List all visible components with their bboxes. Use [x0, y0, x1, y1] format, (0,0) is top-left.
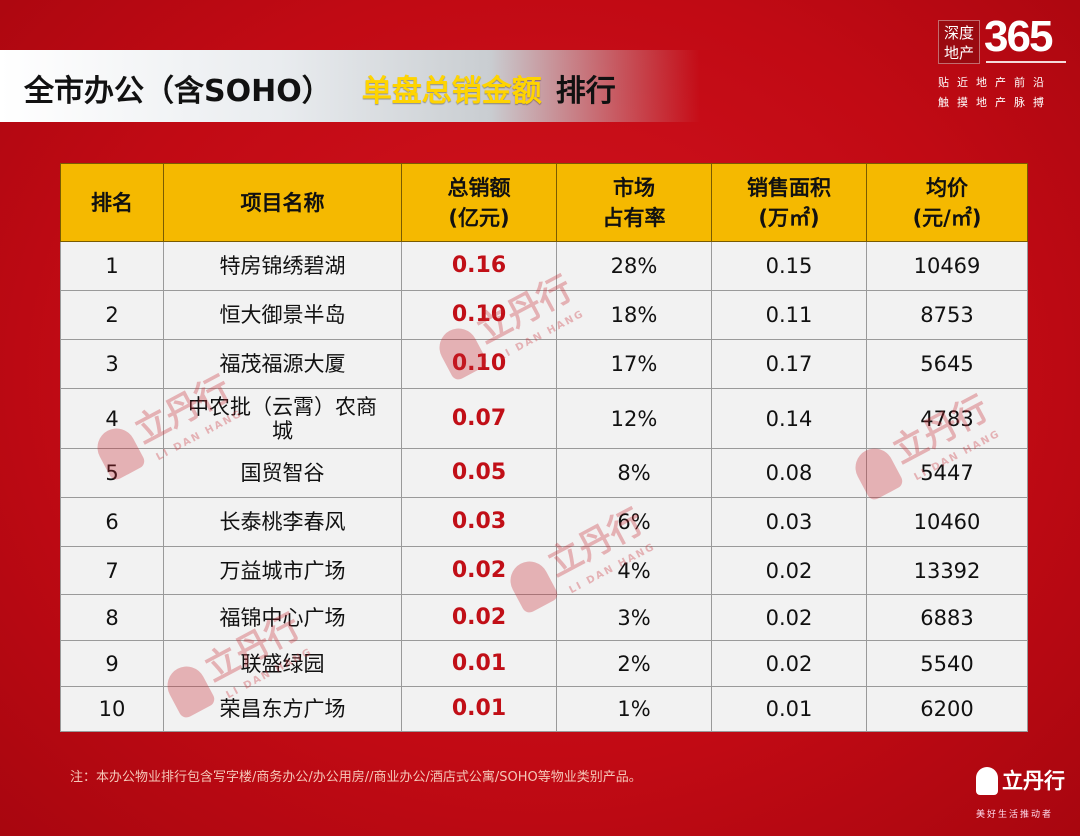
table-row: 4 中农批（云霄）农商城 0.07 12% 0.14 4783	[60, 388, 1028, 449]
cell-amount: 0.02	[401, 594, 557, 641]
cell-rank: 10	[60, 686, 164, 732]
header-project-name: 项目名称	[163, 163, 402, 242]
logo-square-text: 深度地产	[938, 20, 980, 64]
table-row: 10 荣昌东方广场 0.01 1% 0.01 6200	[60, 686, 1028, 732]
table-row: 2 恒大御景半岛 0.10 18% 0.11 8753	[60, 290, 1028, 340]
cell-rank: 7	[60, 546, 164, 595]
table-row: 9 联盛绿园 0.01 2% 0.02 5540	[60, 640, 1028, 687]
cell-amount: 0.02	[401, 546, 557, 595]
cell-amount: 0.03	[401, 497, 557, 547]
cell-rank: 6	[60, 497, 164, 547]
cell-share: 12%	[556, 388, 712, 449]
cell-area: 0.08	[711, 448, 867, 498]
cell-area: 0.14	[711, 388, 867, 449]
logo-slogan-2: 触摸地产脉搏	[938, 96, 1052, 109]
cell-name: 荣昌东方广场	[163, 686, 402, 732]
footnote: 注：本办公物业排行包含写字楼/商务办公/办公用房//商业办公/酒店式公寓/SOH…	[70, 770, 642, 785]
brand-logo: 立丹行 美好生活推动者	[976, 765, 1066, 825]
cell-amount: 0.01	[401, 640, 557, 687]
cell-name: 恒大御景半岛	[163, 290, 402, 340]
cell-amount: 0.10	[401, 290, 557, 340]
cell-price: 8753	[866, 290, 1028, 340]
cell-share: 28%	[556, 241, 712, 291]
cell-name: 福茂福源大厦	[163, 339, 402, 389]
logo-number: 365	[984, 12, 1053, 61]
brand-name: 立丹行	[1002, 769, 1065, 793]
cell-area: 0.17	[711, 339, 867, 389]
table-row: 7 万益城市广场 0.02 4% 0.02 13392	[60, 546, 1028, 595]
cell-price: 5645	[866, 339, 1028, 389]
cell-price: 10469	[866, 241, 1028, 291]
cell-amount: 0.01	[401, 686, 557, 732]
title-part-2: 单盘总销金额	[361, 74, 542, 109]
cell-share: 3%	[556, 594, 712, 641]
cell-amount: 0.16	[401, 241, 557, 291]
cell-price: 13392	[866, 546, 1028, 595]
cell-name: 联盛绿园	[163, 640, 402, 687]
table-row: 1 特房锦绣碧湖 0.16 28% 0.15 10469	[60, 241, 1028, 291]
cell-price: 6883	[866, 594, 1028, 641]
cell-rank: 8	[60, 594, 164, 641]
cell-rank: 4	[60, 388, 164, 449]
cell-share: 1%	[556, 686, 712, 732]
cell-name: 长泰桃李春风	[163, 497, 402, 547]
page-title: 全市办公（含SOHO） 单盘总销金额 排行	[24, 66, 616, 110]
cell-share: 8%	[556, 448, 712, 498]
cell-share: 17%	[556, 339, 712, 389]
logo-365: 深度地产 365 贴近地产前沿 触摸地产脉搏	[934, 12, 1074, 116]
title-part-3: 排行	[555, 74, 616, 109]
table-row: 3 福茂福源大厦 0.10 17% 0.17 5645	[60, 339, 1028, 389]
header-sales-area: 销售面积 (万㎡)	[711, 163, 867, 242]
table-row: 5 国贸智谷 0.05 8% 0.08 5447	[60, 448, 1028, 498]
header-average-price: 均价 (元/㎡)	[866, 163, 1028, 242]
cell-name: 福锦中心广场	[163, 594, 402, 641]
cell-rank: 5	[60, 448, 164, 498]
cell-area: 0.11	[711, 290, 867, 340]
cell-name: 国贸智谷	[163, 448, 402, 498]
cell-price: 10460	[866, 497, 1028, 547]
brand-tagline: 美好生活推动者	[976, 810, 1054, 820]
cell-area: 0.02	[711, 594, 867, 641]
cell-name: 万益城市广场	[163, 546, 402, 595]
cell-share: 6%	[556, 497, 712, 547]
header-rank: 排名	[60, 163, 164, 242]
header-total-sales: 总销额 (亿元)	[401, 163, 557, 242]
cell-name: 中农批（云霄）农商城	[163, 388, 402, 449]
cell-rank: 2	[60, 290, 164, 340]
title-banner	[0, 50, 700, 122]
table-row: 8 福锦中心广场 0.02 3% 0.02 6883	[60, 594, 1028, 641]
cell-rank: 9	[60, 640, 164, 687]
cell-rank: 1	[60, 241, 164, 291]
cell-area: 0.15	[711, 241, 867, 291]
cell-amount: 0.07	[401, 388, 557, 449]
brand-seal-icon	[976, 767, 998, 795]
cell-area: 0.01	[711, 686, 867, 732]
cell-price: 5447	[866, 448, 1028, 498]
cell-area: 0.03	[711, 497, 867, 547]
title-part-1: 全市办公（含SOHO）	[24, 74, 332, 109]
cell-price: 5540	[866, 640, 1028, 687]
cell-price: 6200	[866, 686, 1028, 732]
table-row: 6 长泰桃李春风 0.03 6% 0.03 10460	[60, 497, 1028, 547]
cell-share: 4%	[556, 546, 712, 595]
cell-name: 特房锦绣碧湖	[163, 241, 402, 291]
ranking-table-container: 排名 项目名称 总销额 (亿元) 市场 占有率 销售面积 (万㎡) 均价 (元/…	[60, 163, 1028, 732]
cell-amount: 0.10	[401, 339, 557, 389]
ranking-table: 排名 项目名称 总销额 (亿元) 市场 占有率 销售面积 (万㎡) 均价 (元/…	[60, 163, 1028, 732]
cell-price: 4783	[866, 388, 1028, 449]
header-market-share: 市场 占有率	[556, 163, 712, 242]
cell-rank: 3	[60, 339, 164, 389]
cell-share: 2%	[556, 640, 712, 687]
logo-divider	[986, 61, 1066, 63]
table-header-row: 排名 项目名称 总销额 (亿元) 市场 占有率 销售面积 (万㎡) 均价 (元/…	[60, 163, 1028, 242]
cell-amount: 0.05	[401, 448, 557, 498]
cell-area: 0.02	[711, 640, 867, 687]
cell-area: 0.02	[711, 546, 867, 595]
logo-slogan-1: 贴近地产前沿	[938, 76, 1052, 89]
cell-share: 18%	[556, 290, 712, 340]
